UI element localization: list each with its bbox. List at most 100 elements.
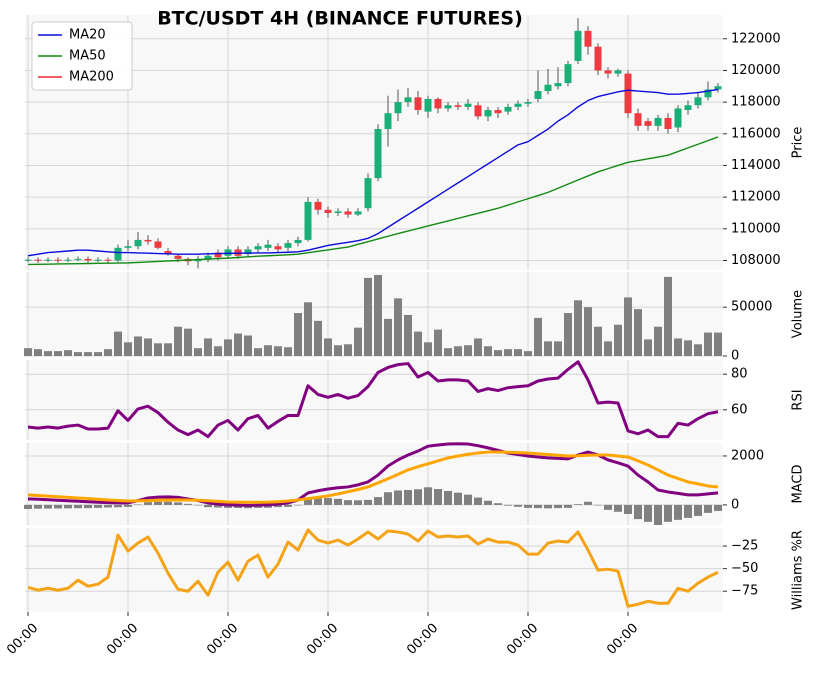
bar (164, 343, 172, 356)
histogram-bar (354, 500, 362, 505)
histogram-bar (24, 504, 32, 509)
y-tick-label: 2000 (731, 448, 764, 463)
y-tick-label: 0 (731, 497, 739, 512)
bar (534, 317, 542, 356)
bar (654, 326, 662, 356)
backgrounds (25, 15, 723, 612)
histogram-bar (414, 489, 422, 505)
candle-body (254, 246, 262, 250)
legend-label: MA200 (69, 70, 114, 85)
bar (54, 351, 62, 356)
candle-body (394, 102, 402, 114)
y-tick-label: 110000 (731, 221, 781, 236)
histogram-bar (184, 503, 192, 505)
histogram-bar (404, 489, 412, 505)
bar (644, 339, 652, 356)
series-line (27, 450, 719, 504)
legend-label: MA20 (69, 28, 106, 43)
candle-body (484, 110, 492, 117)
series-line (27, 88, 719, 257)
histogram-bar (564, 504, 572, 508)
bar (554, 341, 562, 356)
bar (414, 331, 422, 356)
bar (24, 348, 32, 356)
candle-body (104, 259, 112, 261)
candle-body (474, 105, 482, 117)
histogram-bar (144, 502, 152, 505)
y-axis-label: Williams %R (791, 530, 806, 610)
bar (614, 324, 622, 356)
series-line (27, 442, 719, 507)
bar (384, 318, 392, 356)
histogram-bar (464, 494, 472, 505)
candle-body (594, 46, 602, 71)
candle-body (674, 108, 682, 128)
candle-body (364, 178, 372, 209)
y-axis-label: Volume (791, 290, 806, 338)
y-tick-label: 0 (731, 349, 739, 364)
bar (454, 346, 462, 356)
histogram-bar (344, 500, 352, 505)
candle-body (144, 239, 152, 242)
candle-body (344, 211, 352, 215)
bar (344, 344, 352, 356)
candle-body (124, 246, 132, 248)
legend-box (31, 21, 133, 91)
bar (374, 274, 382, 356)
candle-body (154, 241, 162, 248)
histogram-bar (644, 504, 652, 522)
bar (584, 307, 592, 356)
candle-body (504, 106, 512, 112)
y-tick-label: 118000 (731, 95, 781, 110)
bar (434, 329, 442, 356)
y-tick-label: 60 (731, 402, 748, 417)
candle-body (714, 86, 722, 90)
y-tick-label: 108000 (731, 253, 781, 268)
bar (134, 336, 142, 356)
bar (274, 346, 282, 356)
histogram-bar (554, 504, 562, 509)
candle-body (94, 259, 102, 261)
bar (404, 314, 412, 356)
bar (64, 350, 72, 356)
histogram-bar (594, 504, 602, 506)
bar (604, 341, 612, 356)
candle-body (64, 259, 72, 261)
bar (154, 343, 162, 356)
histogram-bar (444, 490, 452, 505)
y-tick-label: −75 (731, 584, 758, 599)
candle-body (644, 121, 652, 126)
bar (144, 338, 152, 356)
bar (664, 276, 672, 356)
histogram-bar (424, 487, 432, 505)
candle-body (354, 211, 362, 215)
histogram-bar (374, 497, 382, 505)
candle-body (414, 97, 422, 111)
candle-body (494, 110, 502, 114)
histogram-bar (74, 504, 82, 509)
candle-body (424, 98, 432, 112)
histogram-bar (274, 504, 282, 508)
bar (304, 302, 312, 356)
candle-body (334, 211, 342, 213)
marks (24, 18, 722, 608)
candle-body (444, 105, 452, 109)
histogram-bar (514, 504, 522, 507)
bar (714, 332, 722, 356)
panel-background (25, 360, 723, 440)
y-tick-label: 116000 (731, 126, 781, 141)
candle-body (574, 30, 582, 61)
candle-body (434, 98, 442, 109)
histogram-bar (674, 504, 682, 520)
histogram-bar (684, 504, 692, 518)
bar (104, 349, 112, 356)
bar (424, 342, 432, 356)
candle-body (384, 113, 392, 130)
bar (74, 352, 82, 356)
panel-background (25, 15, 723, 270)
histogram-bar (54, 504, 62, 509)
candle-body (264, 244, 272, 248)
histogram-bar (164, 501, 172, 505)
candle-body (34, 259, 42, 261)
